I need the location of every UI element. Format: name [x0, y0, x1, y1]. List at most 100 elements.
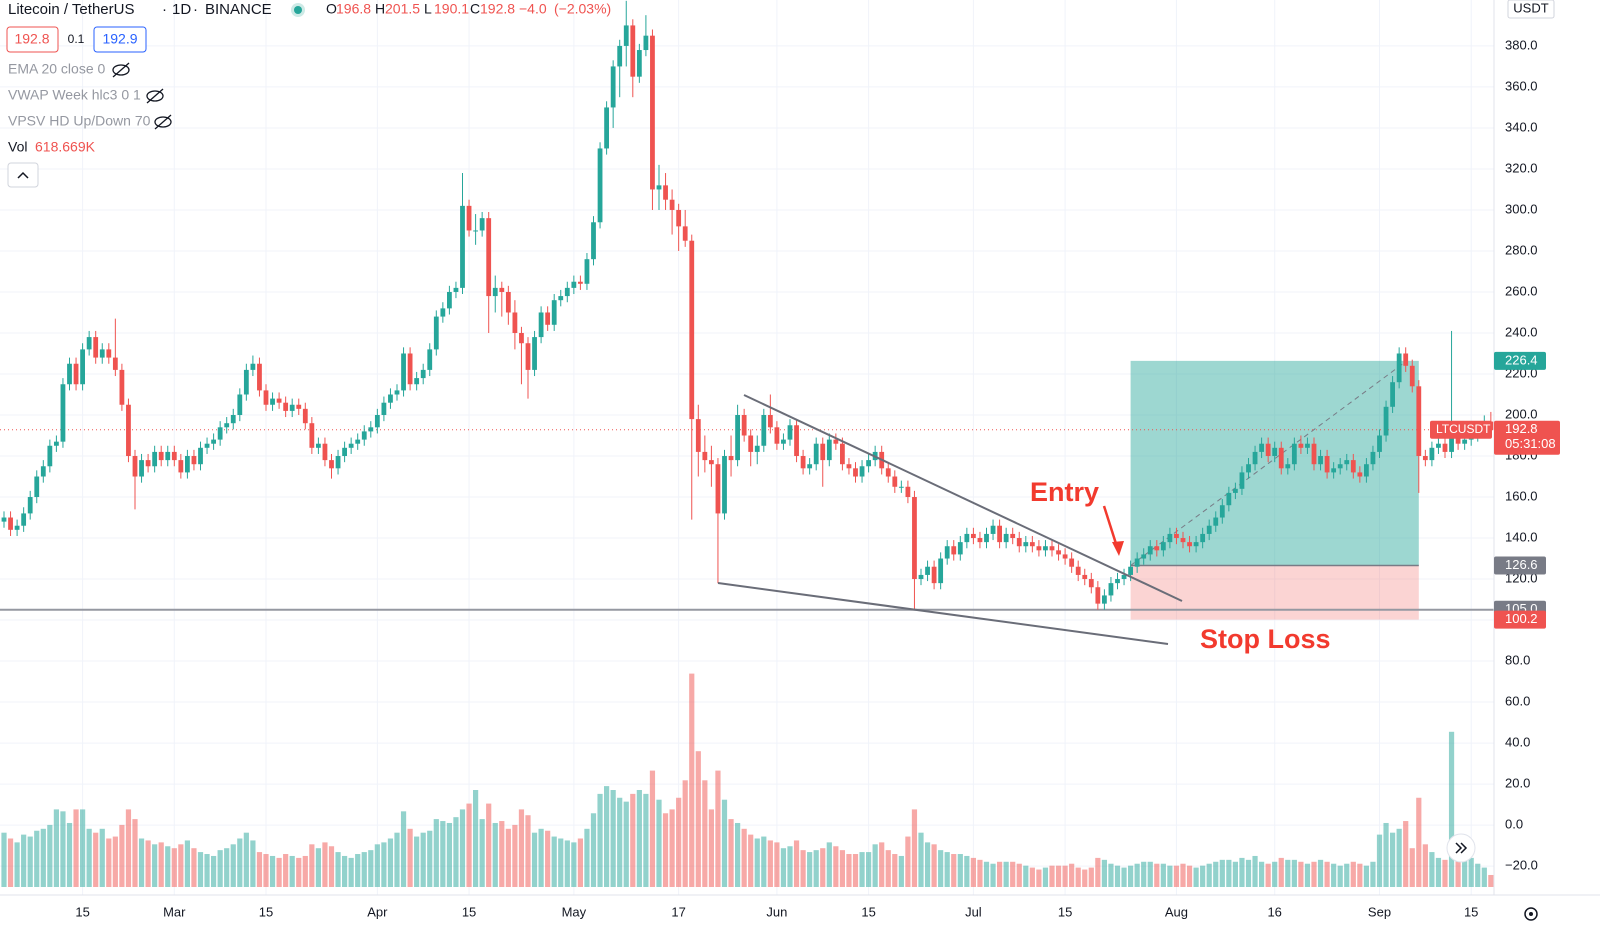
- candle-body: [944, 546, 950, 559]
- candle-body: [73, 363, 79, 385]
- volume-bar: [564, 840, 570, 887]
- volume-bar: [695, 751, 701, 887]
- hidden-icon[interactable]: [146, 90, 164, 102]
- volume-bar: [80, 809, 86, 887]
- volume-bar: [1173, 865, 1180, 887]
- candle-body: [1331, 468, 1337, 473]
- volume-bar: [1055, 865, 1062, 887]
- candle-body: [597, 148, 603, 223]
- volume-bar: [276, 857, 282, 887]
- candle-body: [971, 533, 976, 539]
- volume-bar: [512, 824, 518, 887]
- volume-bar: [1082, 869, 1088, 887]
- entry-label: Entry: [1030, 477, 1099, 507]
- volume-bar: [518, 809, 525, 887]
- interval[interactable]: 1D: [172, 1, 191, 18]
- candle-body: [1350, 460, 1356, 473]
- volume-bar: [492, 822, 498, 887]
- volume-bar: [833, 846, 839, 887]
- candle-body: [512, 312, 518, 333]
- candle-body: [486, 218, 492, 297]
- candle-body: [951, 546, 957, 555]
- volume-bar: [47, 824, 53, 887]
- volume-bar: [1311, 861, 1317, 887]
- volume-bar: [328, 846, 335, 887]
- ask: 192.9: [102, 31, 137, 47]
- volume-bar: [892, 854, 898, 887]
- trendline-upper[interactable]: [743, 394, 1183, 602]
- volume-bar: [1108, 863, 1114, 887]
- candle-body: [1174, 533, 1179, 539]
- candle-body: [918, 574, 924, 580]
- candle-body: [112, 357, 118, 370]
- candle-body: [1023, 542, 1029, 547]
- candle-body: [342, 447, 347, 457]
- candle-body: [1180, 538, 1186, 543]
- candle-body: [1370, 451, 1376, 465]
- price-axis[interactable]: [1494, 0, 1600, 942]
- volume-bar: [361, 852, 367, 887]
- volume-bar: [911, 809, 918, 887]
- hidden-icon: [112, 62, 130, 78]
- candle-body: [171, 451, 177, 461]
- candle-body: [1141, 554, 1147, 559]
- candle-body: [787, 425, 793, 440]
- volume-bar: [1101, 859, 1107, 887]
- candle-body: [650, 35, 655, 190]
- volume-bar: [237, 838, 243, 887]
- candle-body: [106, 349, 112, 358]
- volume-bar: [178, 844, 184, 887]
- last-price: 192.8: [1505, 421, 1538, 436]
- volume-bar: [158, 842, 164, 887]
- candle-body: [388, 394, 393, 403]
- volume-bar: [145, 840, 151, 887]
- volume-bar: [813, 850, 819, 887]
- candle-body: [538, 312, 544, 338]
- collapse-button[interactable]: [7, 162, 39, 188]
- candle-body: [126, 404, 131, 457]
- hidden-icon[interactable]: [112, 64, 130, 76]
- volume-bar: [1435, 857, 1442, 887]
- volume-bar: [728, 819, 734, 887]
- ohlc-key: C: [470, 1, 480, 17]
- y-tick-label: 360.0: [1505, 78, 1538, 93]
- candle-body: [1383, 406, 1389, 436]
- candle-body: [1246, 464, 1251, 473]
- symbol[interactable]: Litecoin / TetherUS: [8, 1, 134, 18]
- candle-body: [460, 205, 465, 288]
- volume-bar: [1245, 859, 1252, 887]
- ask-box[interactable]: [93, 26, 147, 53]
- volume-bar: [1344, 863, 1350, 887]
- currency-box[interactable]: [1507, 0, 1555, 19]
- volume-bar: [40, 828, 46, 887]
- volume-bar: [1298, 861, 1304, 887]
- volume-bar: [538, 828, 544, 887]
- exchange: BINANCE: [205, 1, 272, 18]
- candle-body: [630, 25, 636, 77]
- candle-body: [479, 218, 485, 231]
- candle-body: [1377, 435, 1382, 452]
- last-price-badge: [1494, 420, 1560, 455]
- volume-bar: [1219, 859, 1225, 887]
- candle-body: [1056, 550, 1061, 555]
- caret-icon: [17, 171, 29, 179]
- candle-body: [1121, 574, 1127, 580]
- ohlc-key: O: [326, 1, 337, 17]
- settings-button[interactable]: [1524, 907, 1538, 921]
- candle-body: [440, 308, 446, 317]
- candle-body: [8, 517, 13, 530]
- candle-body: [807, 464, 813, 469]
- hidden-icon[interactable]: [154, 116, 172, 128]
- candle-body: [289, 404, 295, 411]
- bid-box[interactable]: [6, 26, 59, 53]
- candle-body: [1422, 456, 1428, 461]
- x-tick-label: 15: [75, 904, 89, 919]
- volume-bar: [1049, 865, 1055, 887]
- volume-bar: [938, 850, 944, 887]
- trendline-lower[interactable]: [717, 582, 1169, 645]
- candle-body: [702, 451, 708, 461]
- volume-bar: [1481, 867, 1487, 887]
- volume-bar: [14, 842, 20, 887]
- volume-bar: [1363, 865, 1369, 887]
- candle-body: [145, 460, 151, 467]
